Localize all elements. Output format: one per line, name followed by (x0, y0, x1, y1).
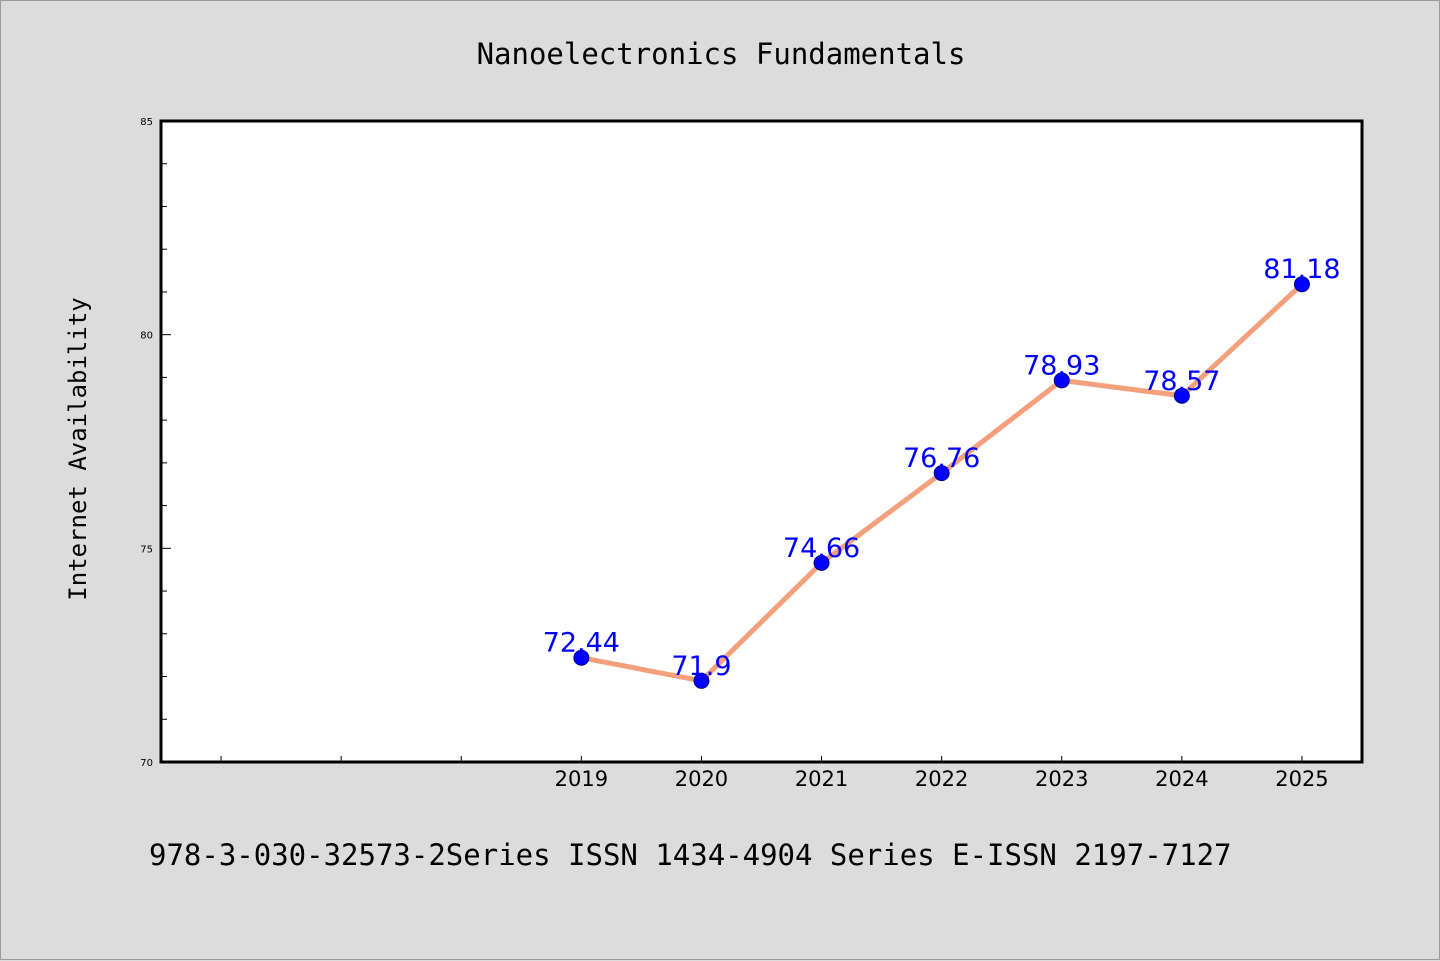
data-label: 78.93 (1023, 350, 1100, 381)
data-point (813, 554, 830, 571)
plot-area (159, 119, 1364, 764)
y-tick-label: 85 (140, 117, 153, 128)
x-tick-label: 2024 (1155, 767, 1208, 791)
data-label: 76.76 (903, 443, 980, 474)
y-tick-label: 70 (140, 758, 153, 769)
data-point (933, 465, 950, 482)
footer-text: 978-3-030-32573-2Series ISSN 1434-4904 S… (149, 838, 1232, 872)
series-layer: 72.44 71.9 74.66 76.76 78.93 78.57 81.18 (543, 254, 1341, 689)
data-point (573, 649, 590, 666)
x-tick-label: 2019 (555, 767, 608, 791)
data-point (1293, 276, 1310, 293)
y-tick-label: 75 (140, 544, 153, 555)
x-axis: 2019 2020 2021 2022 2023 2024 2025 (220, 756, 1329, 791)
y-tick-label: 80 (140, 331, 153, 342)
data-label: 78.57 (1143, 366, 1220, 397)
x-tick-label: 2021 (795, 767, 848, 791)
data-label: 72.44 (543, 628, 620, 659)
x-tick-label: 2022 (915, 767, 968, 791)
x-tick-label: 2023 (1035, 767, 1088, 791)
data-label: 81.18 (1263, 254, 1340, 285)
x-tick-label: 2020 (675, 767, 728, 791)
y-axis: 70 75 80 85 (140, 117, 171, 769)
data-label: 74.66 (783, 533, 860, 564)
data-label: 71.9 (671, 651, 731, 682)
data-point (1173, 387, 1190, 404)
y-axis-label: Internet Availability (64, 297, 92, 600)
chart-title: Nanoelectronics Fundamentals (477, 37, 966, 71)
data-point (1053, 372, 1070, 389)
x-tick-label: 2025 (1275, 767, 1328, 791)
data-point (693, 672, 710, 689)
